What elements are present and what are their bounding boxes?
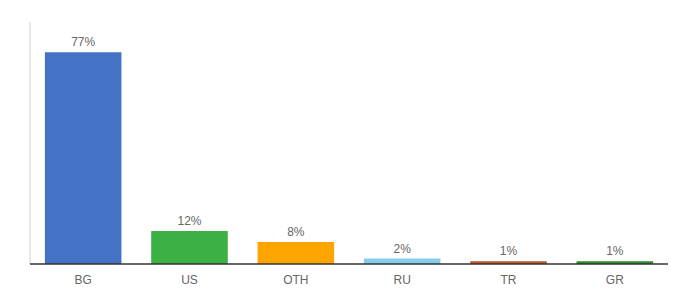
bar — [151, 231, 228, 264]
bars — [45, 52, 653, 264]
chart-svg: BG US OTH RU TR GR 77% 12% 8% 2% 1% 1% — [0, 0, 680, 300]
data-label: 2% — [393, 242, 411, 256]
bar — [45, 52, 122, 264]
x-tick-label: TR — [501, 273, 517, 287]
data-label: 8% — [287, 225, 305, 239]
x-tick-label: RU — [393, 273, 410, 287]
y-axis-line — [30, 22, 31, 264]
data-label: 12% — [177, 214, 201, 228]
x-tick-label: US — [181, 273, 198, 287]
chart-container: BG US OTH RU TR GR 77% 12% 8% 2% 1% 1% — [0, 0, 680, 300]
data-label: 1% — [606, 244, 624, 258]
x-tick-label: OTH — [283, 273, 308, 287]
x-axis-line — [30, 263, 668, 265]
x-tick-label: GR — [606, 273, 624, 287]
bar — [258, 242, 335, 264]
bar — [364, 259, 441, 265]
data-label: 77% — [71, 35, 95, 49]
x-tick-label: BG — [74, 273, 91, 287]
data-label: 1% — [500, 244, 518, 258]
